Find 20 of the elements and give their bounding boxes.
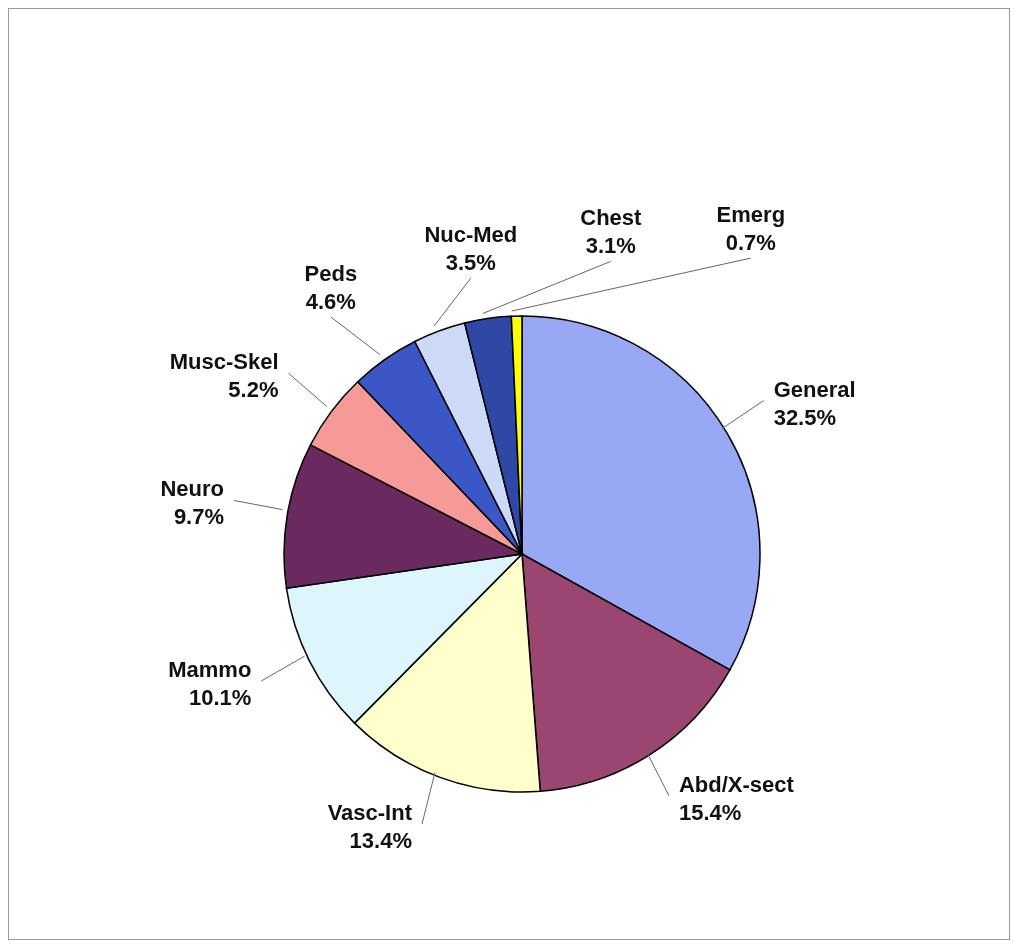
data-label: 3.5%	[445, 250, 496, 276]
slice-label: Mammo	[168, 656, 252, 682]
slice-label: Neuro	[160, 476, 225, 502]
slice-label: Chest	[580, 205, 643, 231]
data-label: 9.7%	[173, 504, 225, 530]
data-label: 3.1%	[585, 233, 636, 259]
slice-label: Emerg	[716, 202, 786, 228]
slice-label: Musc-Skel	[169, 349, 279, 375]
slice-label: Nuc-Med	[424, 222, 518, 248]
slice-label: Peds	[304, 261, 358, 287]
slice-label: Vasc-Int	[327, 800, 413, 826]
data-label: 4.6%	[305, 289, 356, 315]
slice-label: Abd/X-sect	[678, 771, 795, 797]
data-label: 13.4%	[349, 828, 413, 854]
data-label: 15.4%	[678, 799, 742, 825]
data-label: 10.1%	[188, 684, 252, 710]
data-label: 5.2%	[228, 377, 279, 403]
data-label: 0.7%	[725, 230, 776, 256]
slice-label: General	[773, 376, 856, 402]
data-label: 32.5%	[773, 404, 837, 430]
